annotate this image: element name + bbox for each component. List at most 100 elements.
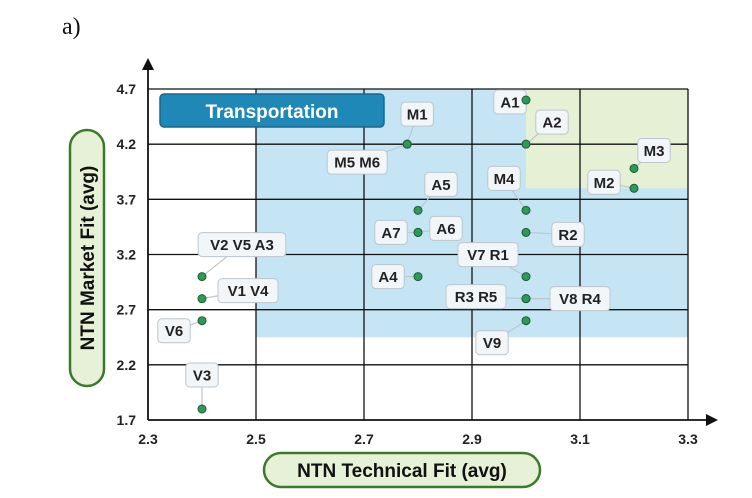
point-label-v7-r1: V7 R1 [467,247,509,264]
callout-box [475,330,509,356]
callout-v8-r4: V8 R4 [526,286,611,312]
callout-box [429,215,463,241]
point-label-m3: M3 [644,143,665,160]
callout-box [197,232,287,258]
callout-v3: V3 [185,362,219,409]
point-label-r2: R2 [558,227,577,244]
callout-box [487,165,521,191]
point-label-a5: A5 [431,177,450,194]
data-point-a4 [413,272,423,282]
points [197,95,639,414]
title-group: Transportation [159,93,385,128]
panel-label: a) [62,14,81,40]
callout-box [157,318,191,344]
point-label-v3: V3 [193,367,211,384]
y-tick-label: 3.2 [117,247,137,263]
callout-v1-v4: V1 V4 [201,278,279,304]
callout-m2: M2 [587,169,635,195]
point-label-r3-r5: R3 R5 [455,289,498,306]
x-tick-label: 2.3 [138,431,158,447]
point-label-a4: A4 [378,269,398,286]
axis-labels: NTN Technical Fit (avg) NTN Market Fit (a… [68,128,542,489]
callout-box [457,242,519,268]
x-tick-label: 2.9 [462,431,482,447]
x-tick-label: 3.1 [570,431,590,447]
point-label-v1-v4: V1 V4 [228,283,270,300]
callout-box [185,362,219,388]
data-point-v2-v5-a3 [197,272,207,282]
data-point-a7 [413,227,423,237]
callout-a1: A1 [493,89,527,115]
data-point-v1-v4 [197,294,207,304]
point-label-a1: A1 [500,95,519,112]
y-tick-label: 2.7 [117,302,137,318]
y-tick-label: 4.7 [117,81,137,97]
data-point-m2 [629,183,639,193]
data-point-m4 [521,205,531,215]
callout-m1: M1 [400,101,434,145]
callout-a2: A2 [525,109,569,145]
data-point-a1 [521,95,531,105]
point-label-v8-r4: V8 R4 [559,291,601,308]
point-label-a7: A7 [381,225,400,242]
callout-box [424,171,458,197]
x-tick-label: 3.3 [678,431,698,447]
x-axis-arrow [706,414,718,426]
x-tick-label: 2.7 [354,431,374,447]
title-banner [159,93,385,128]
x-axis-label-box [262,451,542,489]
point-label-m4: M4 [494,171,515,188]
callout-a7: A7 [374,219,418,245]
point-label-m5-m6: M5 M6 [334,155,380,172]
x-axis-label: NTN Technical Fit (avg) [297,461,507,482]
point-label-v2-v5-a3: V2 V5 A3 [210,237,274,254]
point-label-a2: A2 [542,115,561,132]
callout-v9: V9 [475,320,527,356]
callout-r2: R2 [525,221,585,247]
point-label-m1: M1 [407,107,428,124]
callout-box [535,109,569,135]
callout-box [217,278,279,304]
grid: 2.3 2.5 2.7 2.9 3.1 3.3 1.7 2.2 2.7 3.2 3.7 4.2 4.7 [117,81,698,447]
callout-box [326,149,388,175]
y-tick-label: 2.2 [117,357,137,373]
data-point-a2 [521,139,531,149]
callout-box [445,284,507,310]
data-point-v9 [521,316,531,326]
chart-title: Transportation [205,102,338,123]
callout-box [400,101,434,127]
callout-v2-v5-a3: V2 V5 A3 [197,232,287,278]
data-point-v8-r4 [521,294,531,304]
point-label-a6: A6 [436,221,455,238]
callout-r3-r5: R3 R5 [445,284,527,310]
data-point-a5 [413,205,423,215]
callout-m4: M4 [487,165,527,211]
data-point-v6 [197,316,207,326]
data-point-v7-r1 [521,272,531,282]
callout-m5-m6: M5 M6 [326,143,408,175]
point-label-m2: M2 [594,175,615,192]
callout-a6: A6 [417,215,463,241]
data-point-v3 [197,404,207,414]
callout-box [371,264,405,290]
callout-box [637,137,671,163]
point-label-v6: V6 [165,323,183,340]
y-tick-label: 3.7 [117,191,137,207]
callout-box [549,286,611,312]
y-tick-label: 4.2 [117,136,137,152]
y-axis-arrow [142,58,154,70]
y-axis-label-box [68,128,106,388]
data-point-r2 [521,227,531,237]
data-point-m5-m6 [402,139,412,149]
callout-a4: A4 [371,264,418,290]
x-tick-label: 2.5 [246,431,266,447]
data-point-m3 [629,163,639,173]
callouts: A1 A2 M1 M5 M6 M3 M2 M4 A5 A6 A7 R2 V2 V5 A3 V7 R1 A4… [157,89,671,409]
callout-v7-r1: V7 R1 [457,242,527,278]
y-axis-label: NTN Market Fit (avg) [78,166,99,351]
callout-a5: A5 [417,171,458,211]
axes [142,58,718,426]
point-label-v9: V9 [483,335,501,352]
callout-v6: V6 [157,318,203,344]
